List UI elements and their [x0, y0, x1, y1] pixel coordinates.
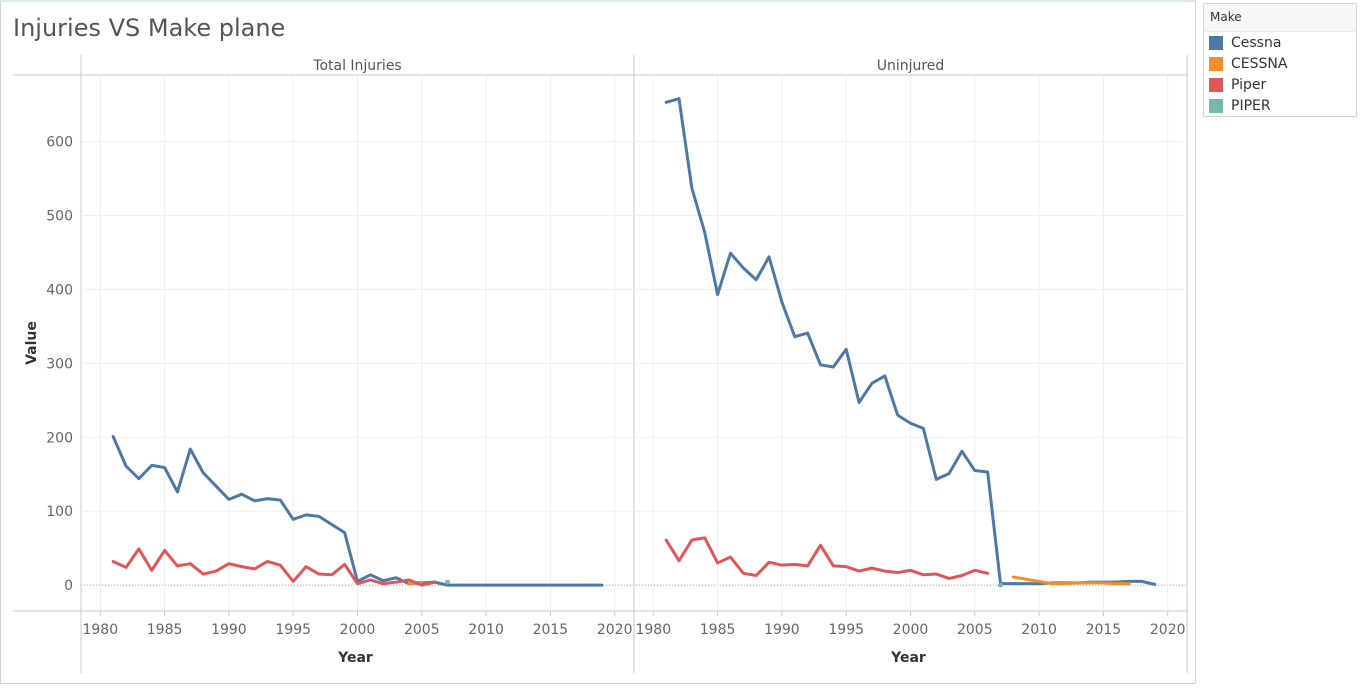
x-tick-label: 1995 [828, 622, 864, 638]
legend-item-piper[interactable]: Piper [1204, 74, 1356, 95]
series-line-cessna [1011, 575, 1131, 586]
x-tick-label: 1980 [82, 622, 118, 638]
y-tick-label: 300 [46, 356, 73, 372]
x-tick-label: 2005 [404, 622, 440, 638]
chart-frame [0, 0, 1196, 684]
y-axis-label: Value [24, 321, 40, 365]
x-tick-label: 1985 [147, 622, 183, 638]
series-line-piper [111, 547, 437, 587]
legend-swatch [1209, 77, 1223, 92]
x-tick-label: 2005 [957, 622, 993, 638]
legend-item-cessna[interactable]: Cessna [1204, 32, 1356, 53]
y-tick-label: 500 [46, 208, 73, 224]
legend[interactable]: Make Cessna CESSNA Piper PIPER [1203, 3, 1357, 117]
x-tick-label: 1980 [635, 622, 671, 638]
legend-label: PIPER [1231, 97, 1271, 114]
series-point-piper [998, 582, 1004, 588]
x-axis-label: Year [337, 650, 373, 666]
x-axis-label: Year [890, 650, 926, 666]
x-tick-label: 2010 [468, 622, 504, 638]
legend-label: CESSNA [1231, 55, 1288, 72]
x-tick-label: 1990 [764, 622, 800, 638]
chart-title: Injuries VS Make plane [13, 14, 286, 42]
legend-item-cessna-upper[interactable]: CESSNA [1204, 53, 1356, 74]
x-tick-label: 2020 [1150, 622, 1186, 638]
x-tick-label: 2015 [1086, 622, 1122, 638]
legend-label: Cessna [1231, 34, 1282, 51]
panel-header: Uninjured [877, 58, 945, 74]
x-tick-label: 2015 [533, 622, 569, 638]
series-point-piper [445, 579, 451, 585]
y-tick-label: 0 [64, 578, 73, 594]
x-tick-label: 1990 [211, 622, 247, 638]
legend-swatch [1209, 35, 1223, 50]
x-tick-label: 2010 [1021, 622, 1057, 638]
x-tick-label: 2000 [340, 622, 376, 638]
x-tick-label: 1985 [700, 622, 736, 638]
panel-header: Total Injuries [312, 58, 401, 74]
chart-svg: Value 0 100 200 300 400 500 600 Total Injuries 19… [13, 55, 1188, 673]
y-tick-label: 100 [46, 504, 73, 520]
series-line-piper [664, 536, 990, 580]
legend-item-piper-upper[interactable]: PIPER [1204, 95, 1356, 116]
legend-title: Make [1204, 4, 1356, 32]
y-tick-label: 200 [46, 430, 73, 446]
x-tick-label: 1995 [275, 622, 311, 638]
legend-swatch [1209, 98, 1223, 113]
legend-label: Piper [1231, 76, 1267, 93]
y-tick-label: 600 [46, 135, 73, 151]
y-tick-label: 400 [46, 282, 73, 298]
x-tick-label: 2020 [597, 622, 633, 638]
x-tick-label: 2000 [893, 622, 929, 638]
legend-swatch [1209, 56, 1223, 71]
